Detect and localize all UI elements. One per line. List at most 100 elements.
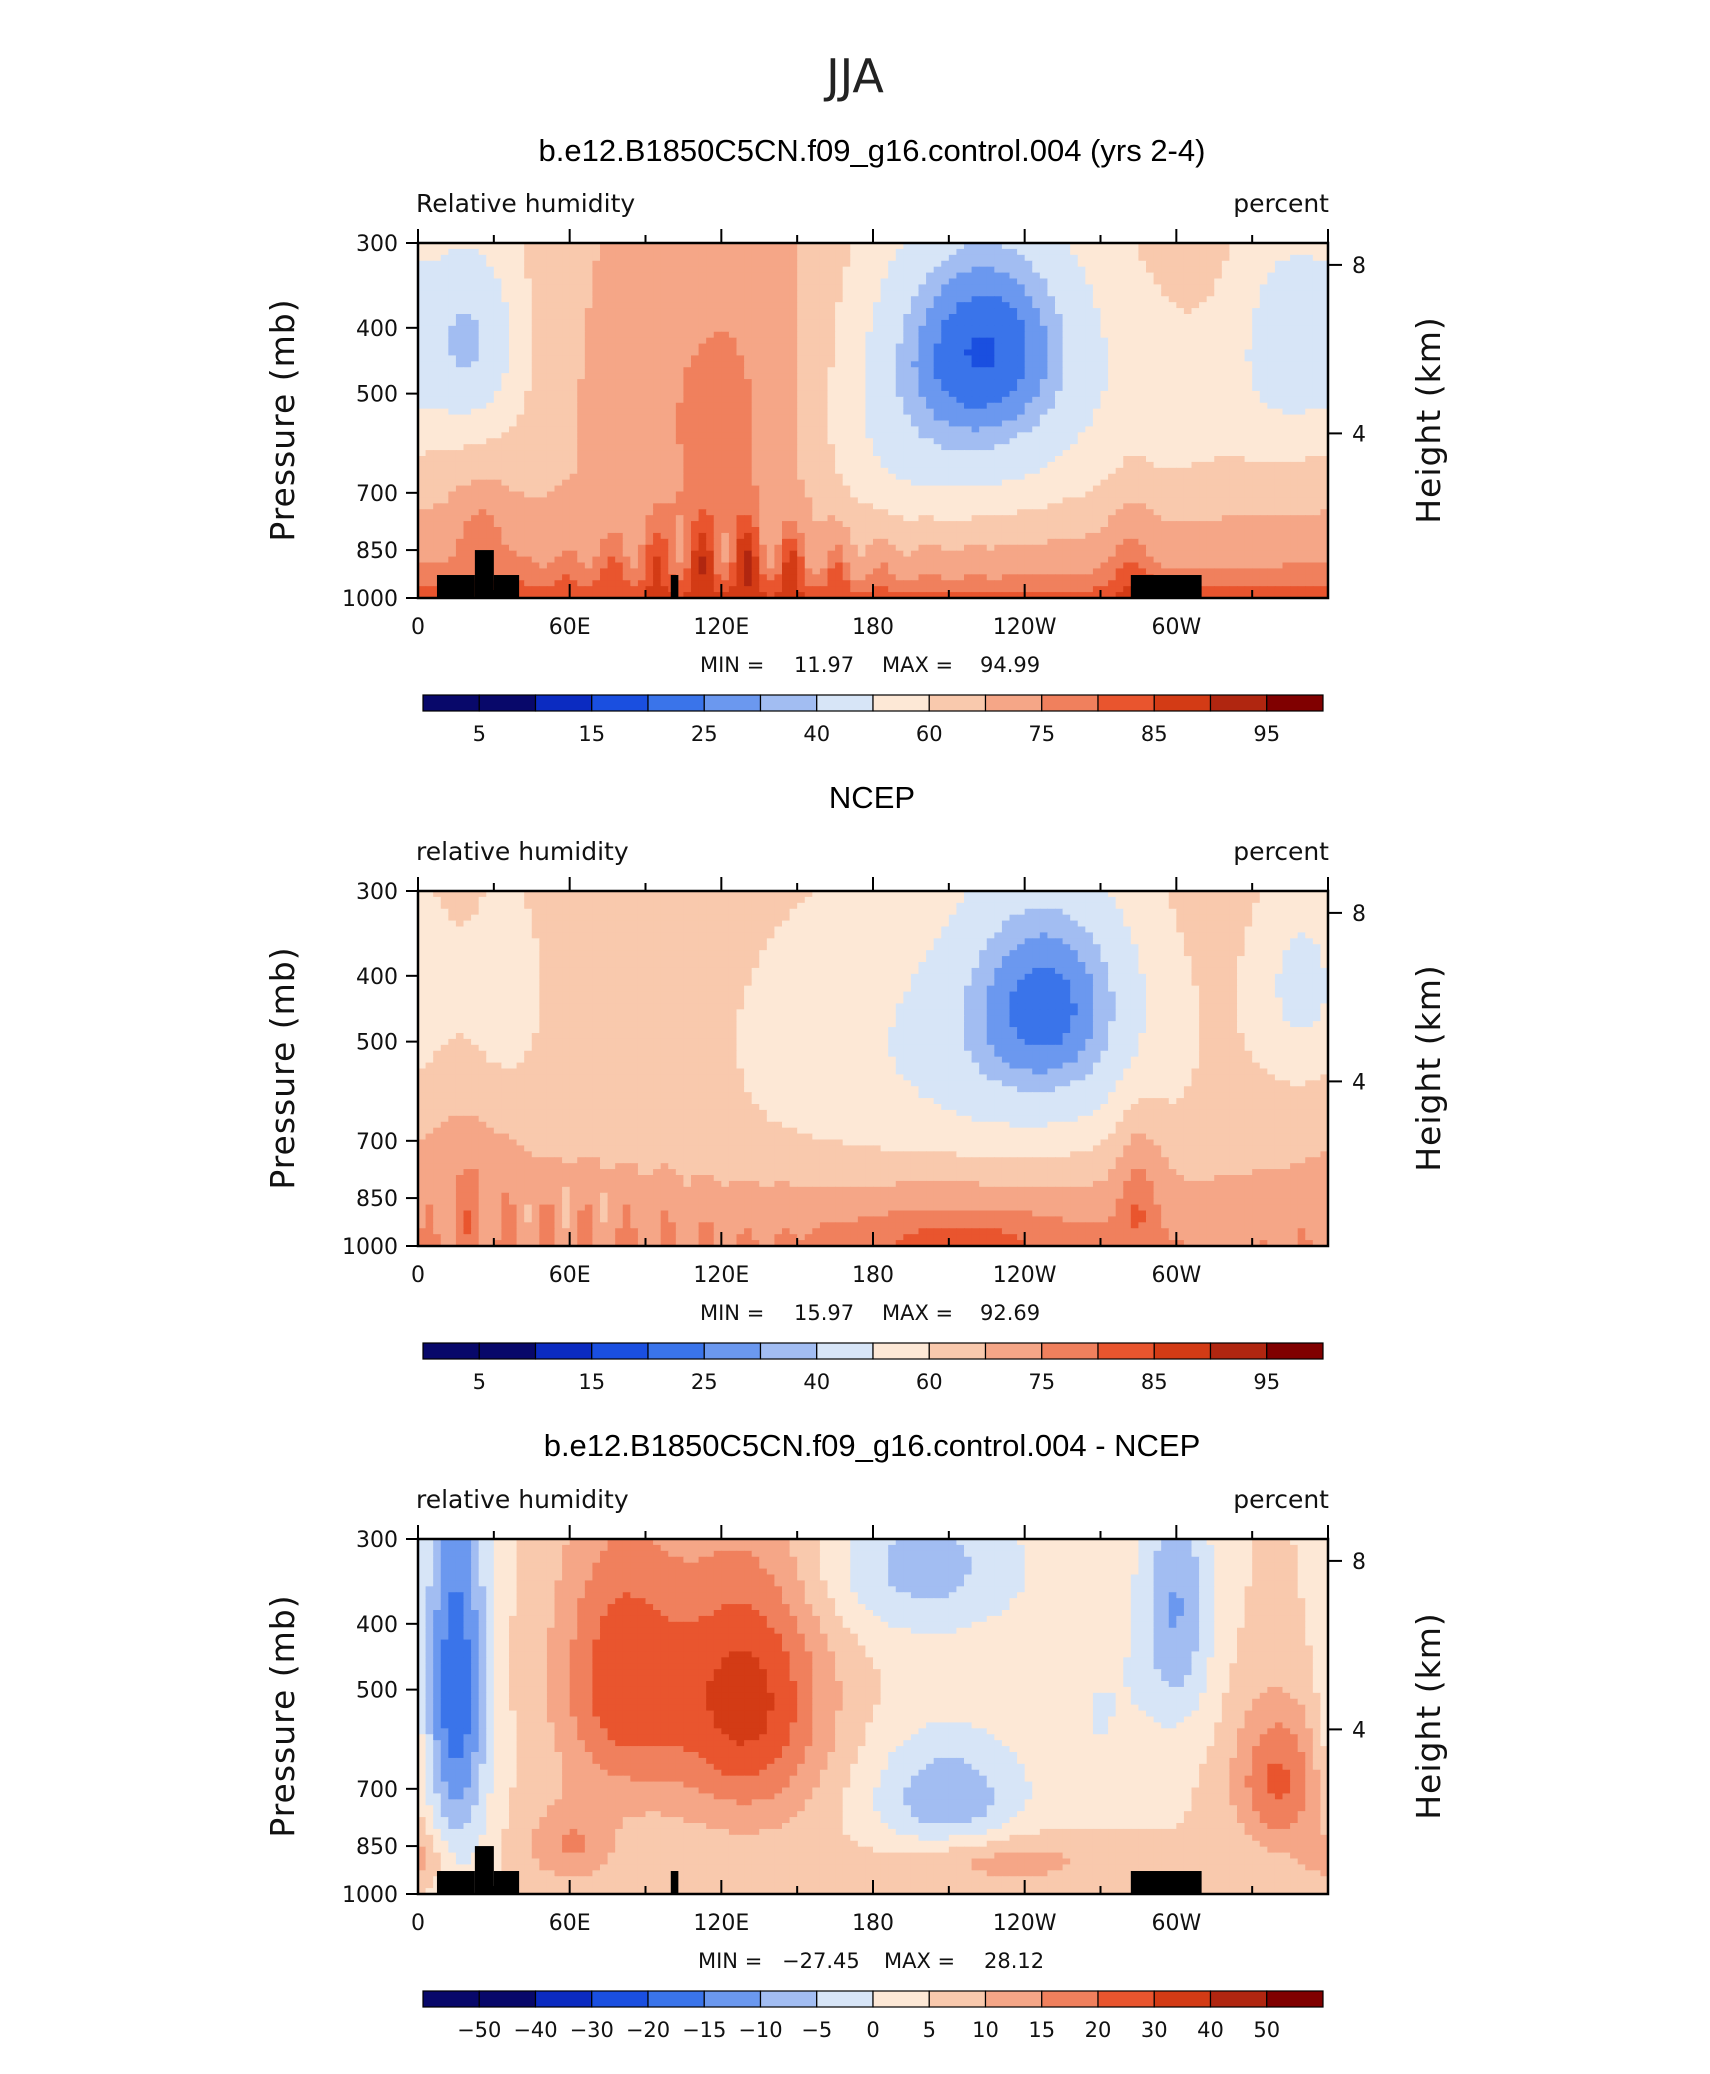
heatmap-cell	[1259, 456, 1268, 463]
heatmap-cell	[804, 343, 813, 351]
heatmap-cell	[873, 402, 882, 410]
heatmap-cell	[448, 414, 457, 422]
heatmap-cell	[827, 272, 836, 280]
heatmap-cell	[653, 473, 662, 481]
heatmap-cell	[941, 296, 950, 303]
heatmap-cell	[1206, 248, 1215, 256]
heatmap-cell	[986, 367, 995, 374]
heatmap-cell	[880, 302, 889, 309]
heatmap-cell	[721, 438, 730, 445]
heatmap-cell	[660, 349, 669, 357]
heatmap-cell	[1237, 450, 1246, 457]
heatmap-cell	[948, 278, 958, 286]
heatmap-cell	[478, 284, 487, 291]
heatmap-cell	[1146, 438, 1155, 445]
heatmap-cell	[516, 450, 525, 457]
heatmap-cell	[531, 296, 540, 303]
heatmap-cell	[1176, 390, 1185, 398]
heatmap-cell	[827, 438, 836, 445]
heatmap-cell	[1244, 337, 1253, 345]
heatmap-cell	[1161, 414, 1170, 422]
heatmap-cell	[1039, 302, 1049, 309]
heatmap-cell	[1115, 426, 1124, 433]
heatmap-cell	[509, 444, 518, 451]
heatmap-cell	[1123, 349, 1132, 357]
heatmap-cell	[1017, 396, 1026, 404]
heatmap-cell	[1305, 414, 1314, 422]
heatmap-cell	[1206, 426, 1215, 433]
heatmap-cell	[1009, 308, 1018, 315]
heatmap-cell	[637, 473, 647, 481]
heatmap-cell	[1047, 390, 1056, 398]
heatmap-cell	[668, 461, 677, 469]
heatmap-cell	[668, 343, 677, 351]
heatmap-cell	[751, 296, 760, 303]
heatmap-cell	[524, 337, 533, 345]
heatmap-cell	[683, 290, 692, 297]
heatmap-cell	[1153, 461, 1162, 469]
heatmap-cell	[751, 290, 760, 297]
heatmap-cell	[1244, 319, 1253, 327]
heatmap-cell	[1244, 402, 1253, 410]
heatmap-cell	[1092, 296, 1102, 303]
heatmap-cell	[819, 290, 829, 297]
heatmap-cell	[1146, 319, 1155, 327]
heatmap-cell	[539, 473, 548, 481]
heatmap-cell	[1305, 266, 1314, 274]
heatmap-cell	[653, 467, 662, 475]
heatmap-cell	[1077, 284, 1086, 291]
heatmap-cell	[1282, 272, 1291, 280]
heatmap-cell	[728, 254, 738, 262]
heatmap-cell	[736, 266, 745, 274]
heatmap-cell	[1191, 248, 1200, 256]
heatmap-cell	[1009, 343, 1018, 351]
heatmap-cell	[1070, 414, 1079, 422]
heatmap-cell	[653, 290, 662, 297]
heatmap-cell	[865, 473, 874, 481]
heatmap-cell	[1176, 444, 1185, 451]
heatmap-cell	[637, 290, 647, 297]
heatmap-cell	[827, 432, 836, 439]
heatmap-cell	[546, 319, 556, 327]
heatmap-cell	[637, 408, 647, 416]
heatmap-cell	[683, 473, 692, 481]
heatmap-cell	[524, 473, 533, 481]
heatmap-cell	[516, 379, 525, 386]
heatmap-cell	[986, 473, 995, 481]
heatmap-cell	[584, 396, 594, 404]
heatmap-cell	[774, 385, 783, 392]
panel-1-title: b.e12.B1850C5CN.f09_g16.control.004 (yrs…	[539, 133, 1206, 168]
heatmap-cell	[516, 272, 525, 280]
heatmap-cell	[713, 408, 722, 416]
heatmap-cell	[706, 337, 715, 345]
heatmap-cell	[1168, 473, 1177, 481]
heatmap-cell	[888, 325, 897, 333]
heatmap-cell	[918, 314, 927, 321]
heatmap-cell	[941, 278, 950, 286]
heatmap-cell	[645, 438, 654, 445]
heatmap-cell	[910, 254, 920, 262]
heatmap-cell	[744, 254, 753, 262]
heatmap-cell	[1168, 266, 1177, 274]
heatmap-cell	[683, 461, 692, 469]
heatmap-cell	[941, 373, 950, 380]
heatmap-cell	[1092, 243, 1102, 250]
heatmap-cell	[1146, 314, 1155, 321]
heatmap-cell	[926, 390, 935, 398]
heatmap-cell	[903, 379, 912, 386]
heatmap-cell	[1244, 414, 1253, 422]
heatmap-cell	[501, 367, 510, 374]
heatmap-cell	[1115, 302, 1124, 309]
heatmap-cell	[1237, 438, 1246, 445]
heatmap-cell	[1274, 479, 1284, 487]
heatmap-cell	[964, 302, 973, 309]
heatmap-cell	[1297, 266, 1306, 274]
heatmap-cell	[994, 461, 1003, 469]
heatmap-cell	[554, 278, 563, 286]
heatmap-cell	[698, 355, 707, 362]
heatmap-cell	[857, 272, 867, 280]
heatmap-cell	[759, 367, 768, 374]
heatmap-cell	[842, 343, 851, 351]
heatmap-cell	[592, 379, 601, 386]
heatmap-cell	[516, 355, 525, 362]
